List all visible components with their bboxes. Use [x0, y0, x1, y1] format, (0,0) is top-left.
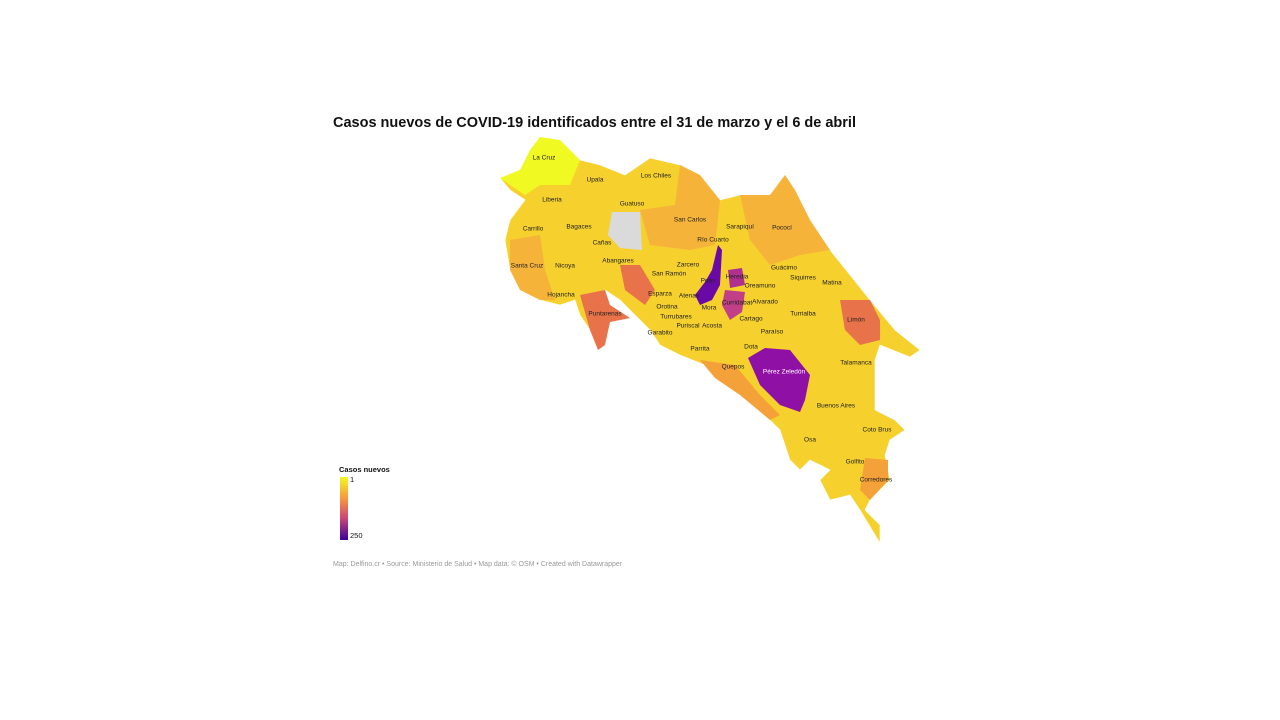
- canton-label: Turrialba: [790, 311, 816, 318]
- region: [620, 265, 655, 305]
- canton-label: Garabito: [648, 330, 673, 337]
- canton-label: Buenos Aires: [817, 403, 856, 410]
- canton-label: Alvarado: [752, 299, 778, 306]
- legend: Casos nuevos 1 250: [339, 465, 390, 540]
- canton-label: Upala: [587, 177, 604, 184]
- region: [700, 360, 780, 420]
- canton-label: Parrita: [690, 346, 710, 353]
- legend-title: Casos nuevos: [339, 465, 390, 474]
- region: [500, 137, 580, 195]
- canton-label: Puntarenas: [588, 311, 622, 318]
- canton-label: Carrillo: [523, 226, 544, 233]
- region: [722, 290, 745, 320]
- canton-label: Bagaces: [566, 224, 592, 231]
- canton-label: Pococí: [772, 225, 792, 232]
- canton-label: Pérez Zeledón: [763, 369, 806, 376]
- legend-label: 1: [350, 475, 354, 484]
- legend-label: 250: [350, 531, 363, 540]
- region: [640, 165, 720, 250]
- canton-label: Hojancha: [547, 292, 575, 299]
- canton-label: Paraíso: [761, 329, 784, 336]
- region: [608, 212, 642, 250]
- canton-label: Guácimo: [771, 265, 797, 272]
- canton-label: Puriscal: [676, 323, 700, 330]
- region: [728, 268, 745, 288]
- canton-label: Talamanca: [840, 360, 872, 367]
- legend-gradient: [340, 477, 348, 540]
- region: [860, 458, 888, 500]
- canton-label: Liberia: [542, 197, 562, 204]
- canton-label: Acosta: [702, 323, 722, 330]
- region: [748, 348, 810, 412]
- canton-label: Turrubares: [660, 314, 692, 321]
- canton-label: Matina: [822, 280, 842, 287]
- map: [499, 136, 921, 545]
- canton-label: Río Cuarto: [697, 237, 729, 244]
- canton-label: Cartago: [739, 316, 763, 323]
- canton-label: Golfito: [846, 459, 865, 466]
- region: [580, 290, 630, 350]
- canton-label: Guatuso: [620, 201, 645, 208]
- canton-label: Poás: [701, 278, 717, 285]
- canton-label: Mora: [702, 305, 717, 312]
- canton-label: Coto Brus: [863, 427, 893, 434]
- canton-label: Sarapiquí: [726, 224, 754, 231]
- canton-label: Santa Cruz: [511, 263, 544, 270]
- canton-labels: La Cruz Upala Los Chiles Liberia Guatuso San …: [511, 155, 893, 484]
- region: [740, 175, 830, 265]
- canton-label: Corredores: [860, 477, 893, 484]
- canton-label: Osa: [804, 437, 816, 444]
- canton-label: Heredia: [726, 274, 749, 281]
- canton-label: Nicoya: [555, 263, 575, 270]
- canton-label: Limón: [847, 317, 865, 324]
- canton-label: Oreamuno: [745, 283, 776, 290]
- canton-label: Curridabat: [722, 300, 753, 307]
- legend-scale: 1 250: [350, 475, 363, 540]
- canton-label: Siquirres: [790, 275, 816, 282]
- canton-label: Orotina: [656, 304, 678, 311]
- region: [510, 235, 555, 300]
- footer: Map: Delfino.cr • Source: Ministerio de …: [333, 560, 623, 568]
- canton-label: Los Chiles: [641, 173, 672, 180]
- canton-label: San Carlos: [674, 217, 707, 224]
- canton-label: San Ramón: [652, 271, 687, 278]
- canton-label: La Cruz: [533, 155, 556, 162]
- region: [695, 245, 722, 305]
- canton-label: Abangares: [602, 258, 634, 265]
- region: [840, 300, 880, 345]
- canton-label: Esparza: [648, 291, 672, 298]
- canton-label: Cañas: [593, 240, 613, 247]
- canton-label: Zarcero: [677, 262, 700, 269]
- canton-label: Quepos: [722, 364, 746, 371]
- canton-label: Atenas: [679, 293, 700, 300]
- canton-label: Dota: [744, 344, 758, 351]
- title: Casos nuevos de COVID-19 identificados e…: [333, 115, 856, 131]
